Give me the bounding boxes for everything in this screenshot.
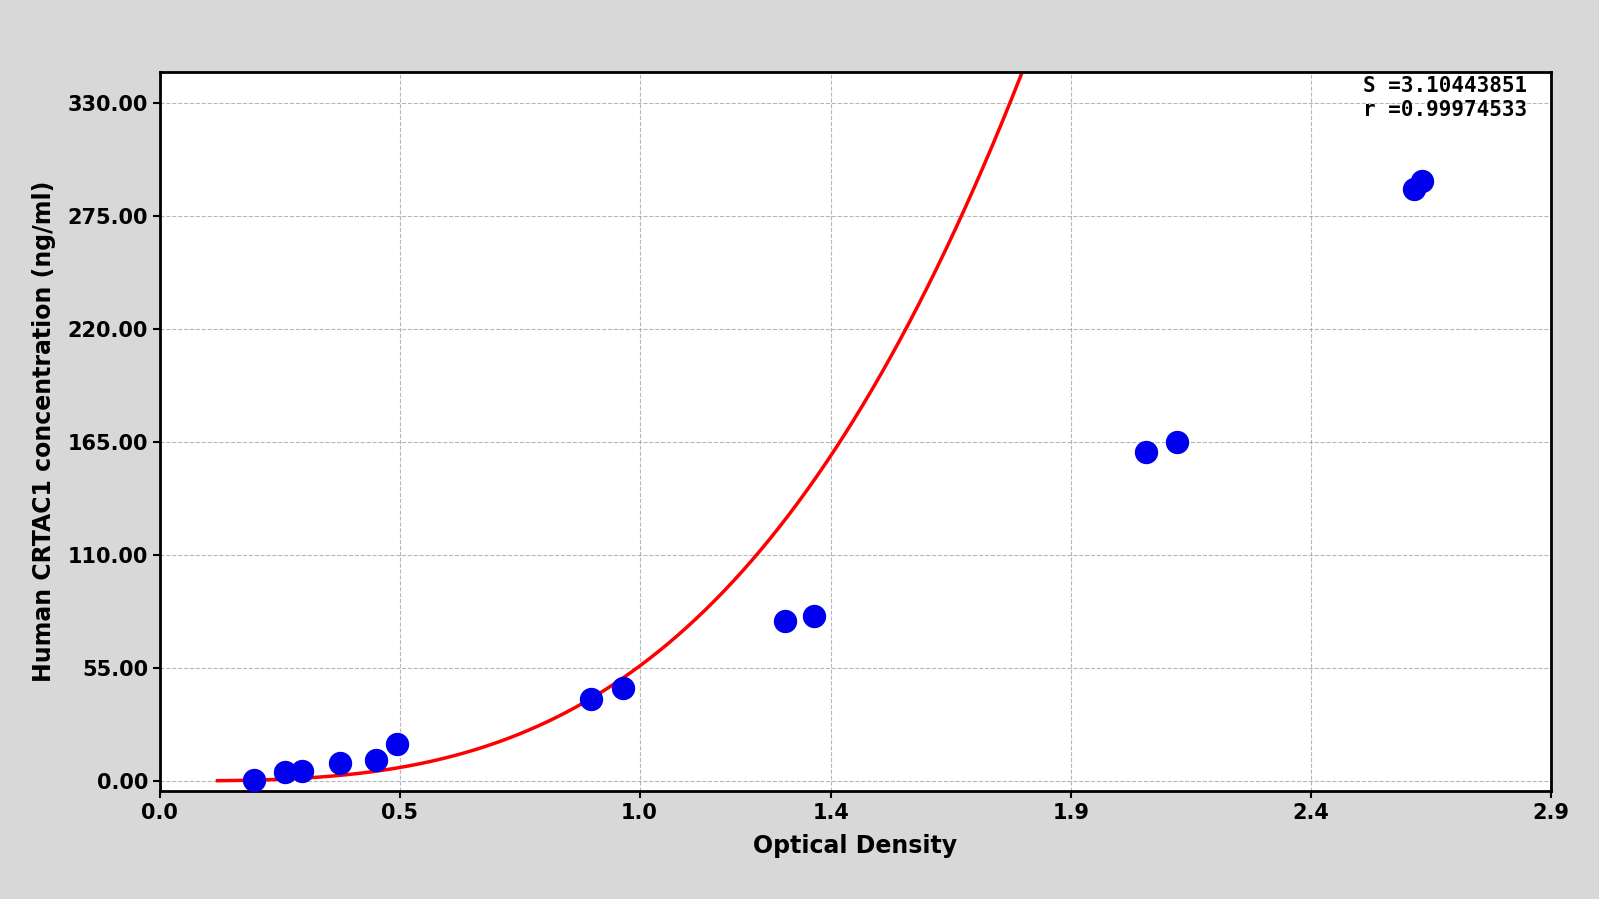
Point bbox=[272, 764, 297, 779]
Point bbox=[1409, 174, 1434, 188]
Text: S =3.10443851
r =0.99974533: S =3.10443851 r =0.99974533 bbox=[1362, 76, 1527, 120]
Point bbox=[1401, 182, 1428, 196]
Point bbox=[241, 772, 267, 787]
Point bbox=[1164, 434, 1190, 449]
Y-axis label: Human CRTAC1 concentration (ng/ml): Human CRTAC1 concentration (ng/ml) bbox=[32, 181, 56, 682]
Point bbox=[1134, 445, 1159, 459]
Point bbox=[384, 736, 409, 751]
Point bbox=[772, 613, 798, 628]
Point bbox=[328, 756, 353, 770]
Point bbox=[801, 610, 827, 624]
Point bbox=[579, 691, 604, 706]
Point bbox=[289, 763, 315, 778]
X-axis label: Optical Density: Optical Density bbox=[753, 834, 958, 858]
Point bbox=[609, 681, 635, 696]
Point bbox=[363, 753, 389, 768]
